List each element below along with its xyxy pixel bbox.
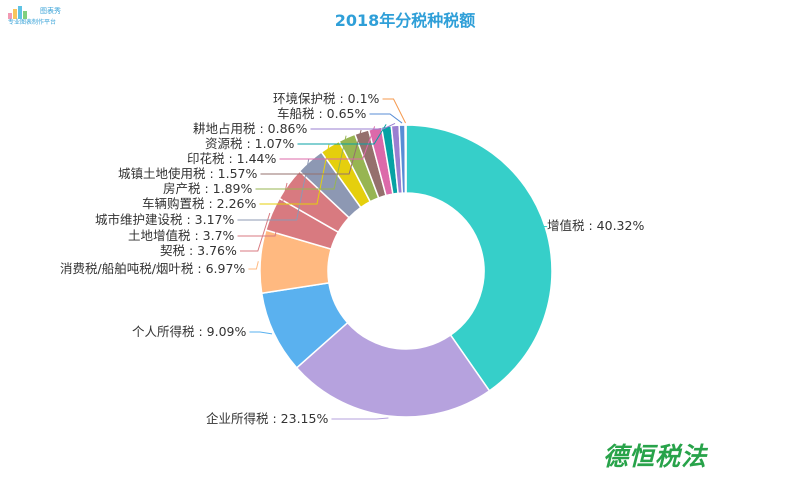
slice-label-9: 城镇土地使用税 : 1.57% bbox=[118, 166, 257, 181]
leader-line-1 bbox=[331, 417, 389, 420]
slice-label-5: 土地增值税 : 3.7% bbox=[128, 228, 235, 243]
leader-line-4 bbox=[239, 212, 271, 252]
logo-name: 图表秀 bbox=[40, 7, 61, 15]
leader-line-0 bbox=[535, 225, 548, 228]
leader-line-8 bbox=[255, 135, 347, 190]
leader-line-13 bbox=[369, 113, 403, 124]
brand-logo: 图表秀 专业图表制作平台 bbox=[6, 4, 96, 26]
slice-label-12: 耕地占用税 : 0.86% bbox=[193, 121, 307, 136]
leader-line-9 bbox=[260, 129, 362, 175]
slice-group bbox=[259, 124, 553, 418]
leader-line-12 bbox=[310, 122, 396, 130]
chart-title: 2018年分税种税额 bbox=[334, 11, 476, 30]
leader-line-14 bbox=[382, 98, 406, 124]
leader-line-10 bbox=[279, 126, 376, 160]
slice-label-3: 消费税/船舶吨税/烟叶税 : 6.97% bbox=[60, 261, 245, 276]
slice-label-1: 企业所得税 : 23.15% bbox=[206, 411, 328, 426]
watermark-text: 德恒税法 bbox=[603, 442, 708, 471]
label-group: 增值税 : 40.32% 企业所得税 : 23.15% 个人所得税 : 9.09% 消… bbox=[60, 91, 644, 426]
slice-1 bbox=[295, 321, 491, 418]
leader-line-group bbox=[237, 98, 548, 420]
slice-label-2: 个人所得税 : 9.09% bbox=[132, 324, 246, 339]
slice-14 bbox=[404, 124, 407, 194]
slice-label-11: 资源税 : 1.07% bbox=[205, 136, 294, 151]
slice-label-10: 印花税 : 1.44% bbox=[187, 151, 276, 166]
leader-line-7 bbox=[259, 144, 330, 205]
leader-line-5 bbox=[237, 182, 288, 237]
leader-line-6 bbox=[237, 159, 310, 221]
slice-0 bbox=[405, 124, 553, 392]
slice-label-8: 房产税 : 1.89% bbox=[163, 181, 252, 196]
logo-bars-icon bbox=[8, 6, 27, 19]
slice-label-13: 车船税 : 0.65% bbox=[277, 106, 366, 121]
slice-label-6: 城市维护建设税 : 3.17% bbox=[95, 212, 234, 227]
slice-label-7: 车辆购置税 : 2.26% bbox=[142, 196, 256, 211]
leader-line-3 bbox=[248, 261, 259, 270]
leader-line-2 bbox=[249, 331, 273, 335]
slice-label-4: 契税 : 3.76% bbox=[160, 243, 237, 258]
slice-label-14: 环境保护税 : 0.1% bbox=[273, 91, 380, 106]
logo-tagline: 专业图表制作平台 bbox=[8, 19, 57, 26]
slice-label-0: 增值税 : 40.32% bbox=[547, 218, 644, 233]
leader-line-11 bbox=[297, 124, 387, 145]
